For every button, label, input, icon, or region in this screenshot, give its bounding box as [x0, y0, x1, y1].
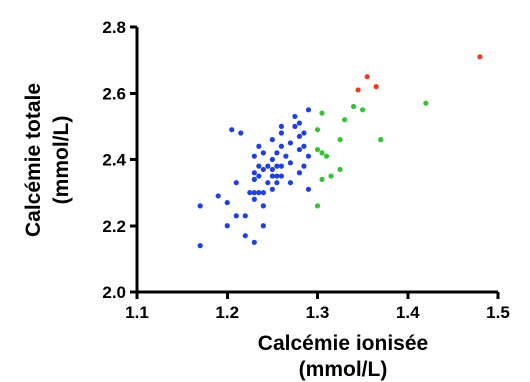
- data-point: [337, 137, 343, 143]
- data-point: [274, 180, 280, 186]
- data-point: [477, 54, 483, 60]
- axis-ticks: 1.1 1.2 1.3 1.4 1.5 2.0 2.2 2.4 2.6 2.8: [102, 18, 509, 322]
- data-point: [287, 160, 294, 166]
- data-point: [269, 156, 275, 163]
- data-point: [364, 74, 370, 80]
- data-point: [251, 196, 257, 202]
- data-point: [305, 107, 312, 113]
- data-point: [242, 233, 248, 239]
- data-point: [242, 213, 248, 219]
- data-point: [319, 150, 325, 156]
- data-point: [238, 130, 244, 136]
- data-point: [256, 163, 262, 169]
- data-point: [287, 140, 294, 146]
- x-axis-title-line-1: Calcémie ionisée: [258, 332, 428, 355]
- y-tick-label: 2.6: [102, 84, 126, 103]
- data-point: [251, 170, 257, 176]
- data-point: [341, 117, 348, 123]
- data-points: [197, 54, 483, 249]
- data-point: [296, 133, 303, 139]
- data-point: [269, 137, 275, 143]
- x-axis-title-line-2: (mmol/L): [299, 358, 388, 381]
- data-point: [274, 150, 280, 156]
- data-point: [197, 203, 203, 209]
- data-point: [323, 153, 330, 159]
- data-point: [292, 123, 298, 129]
- data-point: [260, 203, 266, 209]
- data-point: [265, 163, 271, 169]
- data-point: [355, 87, 361, 93]
- data-point: [296, 170, 303, 176]
- data-point: [256, 190, 262, 196]
- data-point: [360, 107, 366, 113]
- y-tick-label: 2.8: [102, 18, 126, 37]
- data-point: [296, 146, 303, 153]
- data-point: [251, 153, 257, 159]
- y-axis-title-line-1: Calcémie totale: [22, 83, 45, 237]
- data-point: [229, 127, 235, 133]
- data-point: [314, 127, 321, 133]
- data-point: [251, 239, 257, 245]
- data-point: [423, 100, 429, 106]
- data-point: [292, 113, 298, 120]
- data-point: [278, 163, 284, 169]
- data-point: [233, 213, 239, 219]
- data-point: [278, 123, 284, 129]
- y-tick-label: 2.2: [102, 217, 126, 236]
- data-point: [274, 173, 280, 179]
- x-tick-label: 1.1: [125, 303, 149, 322]
- data-point: [224, 223, 230, 229]
- x-tick-label: 1.4: [396, 303, 420, 322]
- data-point: [247, 190, 253, 196]
- data-point: [260, 150, 266, 156]
- data-point: [301, 163, 307, 169]
- data-point: [233, 180, 239, 186]
- data-point: [301, 143, 307, 149]
- data-point: [265, 180, 271, 186]
- data-point: [215, 193, 221, 199]
- data-point: [373, 84, 379, 90]
- data-point: [278, 130, 284, 136]
- data-point: [269, 166, 275, 173]
- data-point: [378, 137, 384, 143]
- data-point: [260, 190, 266, 196]
- data-point: [251, 190, 257, 196]
- data-point: [278, 173, 284, 179]
- y-tick-label: 2.0: [102, 283, 126, 302]
- data-point: [314, 146, 321, 153]
- data-point: [274, 163, 280, 169]
- data-point: [301, 130, 307, 136]
- data-point: [305, 186, 312, 192]
- x-tick-label: 1.5: [486, 303, 510, 322]
- data-point: [319, 110, 325, 116]
- data-point: [260, 166, 266, 173]
- data-point: [260, 223, 266, 229]
- data-point: [319, 176, 325, 182]
- data-point: [337, 166, 343, 173]
- data-point: [256, 143, 262, 149]
- data-point: [283, 153, 289, 159]
- data-point: [251, 176, 257, 182]
- data-point: [224, 199, 230, 206]
- data-point: [269, 186, 275, 192]
- data-point: [256, 173, 262, 179]
- x-tick-label: 1.2: [215, 303, 239, 322]
- data-point: [278, 143, 284, 149]
- data-point: [328, 173, 334, 179]
- data-point: [197, 243, 203, 249]
- data-point: [287, 180, 294, 186]
- data-point: [269, 173, 275, 179]
- y-tick-label: 2.4: [102, 151, 126, 170]
- y-axis-title-line-2: (mmol/L): [50, 116, 73, 205]
- data-point: [314, 203, 321, 209]
- data-point: [351, 103, 357, 110]
- data-point: [296, 120, 303, 126]
- x-tick-label: 1.3: [306, 303, 330, 322]
- data-point: [305, 153, 312, 159]
